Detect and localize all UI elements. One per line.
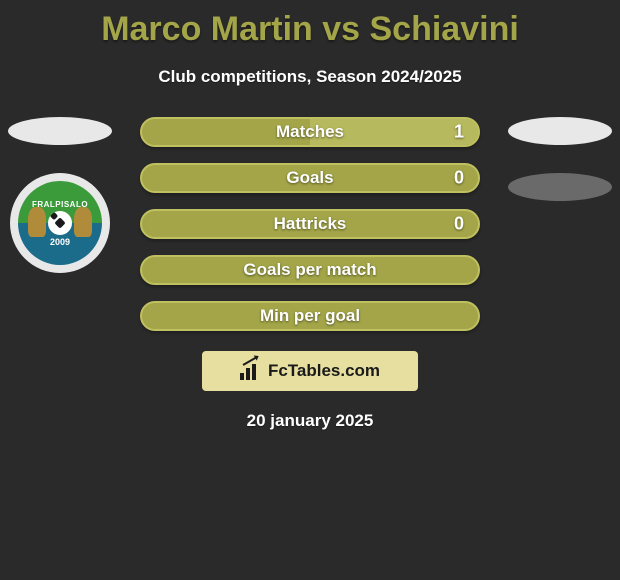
- comparison-bars: Matches 1 Goals 0 Hattricks 0 Goals per match M…: [140, 117, 480, 331]
- right-player-column: [500, 117, 620, 229]
- left-player-column: FRALPISALO 2009: [0, 117, 120, 273]
- date-label: 20 january 2025: [0, 411, 620, 431]
- content-area: FRALPISALO 2009 Matches 1 Goals 0 Hattricks 0…: [0, 117, 620, 431]
- stat-label: Matches: [276, 122, 344, 142]
- stat-bar: Hattricks 0: [140, 209, 480, 239]
- infographic-root: Marco Martin vs Schiavini Club competiti…: [0, 0, 620, 580]
- football-icon: [48, 211, 72, 235]
- branding-banner: FcTables.com: [202, 351, 418, 391]
- flag-placeholder-right: [508, 117, 612, 145]
- stat-bar: Goals per match: [140, 255, 480, 285]
- club-placeholder-right: [508, 173, 612, 201]
- page-title: Marco Martin vs Schiavini: [0, 0, 620, 49]
- stat-label: Min per goal: [260, 306, 360, 326]
- stat-value-right: 1: [454, 122, 464, 143]
- stat-bar: Matches 1: [140, 117, 480, 147]
- stat-bar: Goals 0: [140, 163, 480, 193]
- lion-right-icon: [74, 207, 92, 237]
- brand-text: FcTables.com: [268, 361, 380, 381]
- stat-label: Goals: [286, 168, 333, 188]
- stat-value-right: 0: [454, 168, 464, 189]
- page-subtitle: Club competitions, Season 2024/2025: [0, 67, 620, 87]
- lion-left-icon: [28, 207, 46, 237]
- stat-label: Hattricks: [274, 214, 347, 234]
- stat-value-right: 0: [454, 214, 464, 235]
- badge-inner: FRALPISALO 2009: [18, 181, 102, 265]
- club-badge: FRALPISALO 2009: [10, 173, 110, 273]
- flag-placeholder-left: [8, 117, 112, 145]
- stat-bar: Min per goal: [140, 301, 480, 331]
- bar-chart-icon: [240, 362, 262, 380]
- stat-label: Goals per match: [243, 260, 376, 280]
- badge-year: 2009: [50, 237, 70, 247]
